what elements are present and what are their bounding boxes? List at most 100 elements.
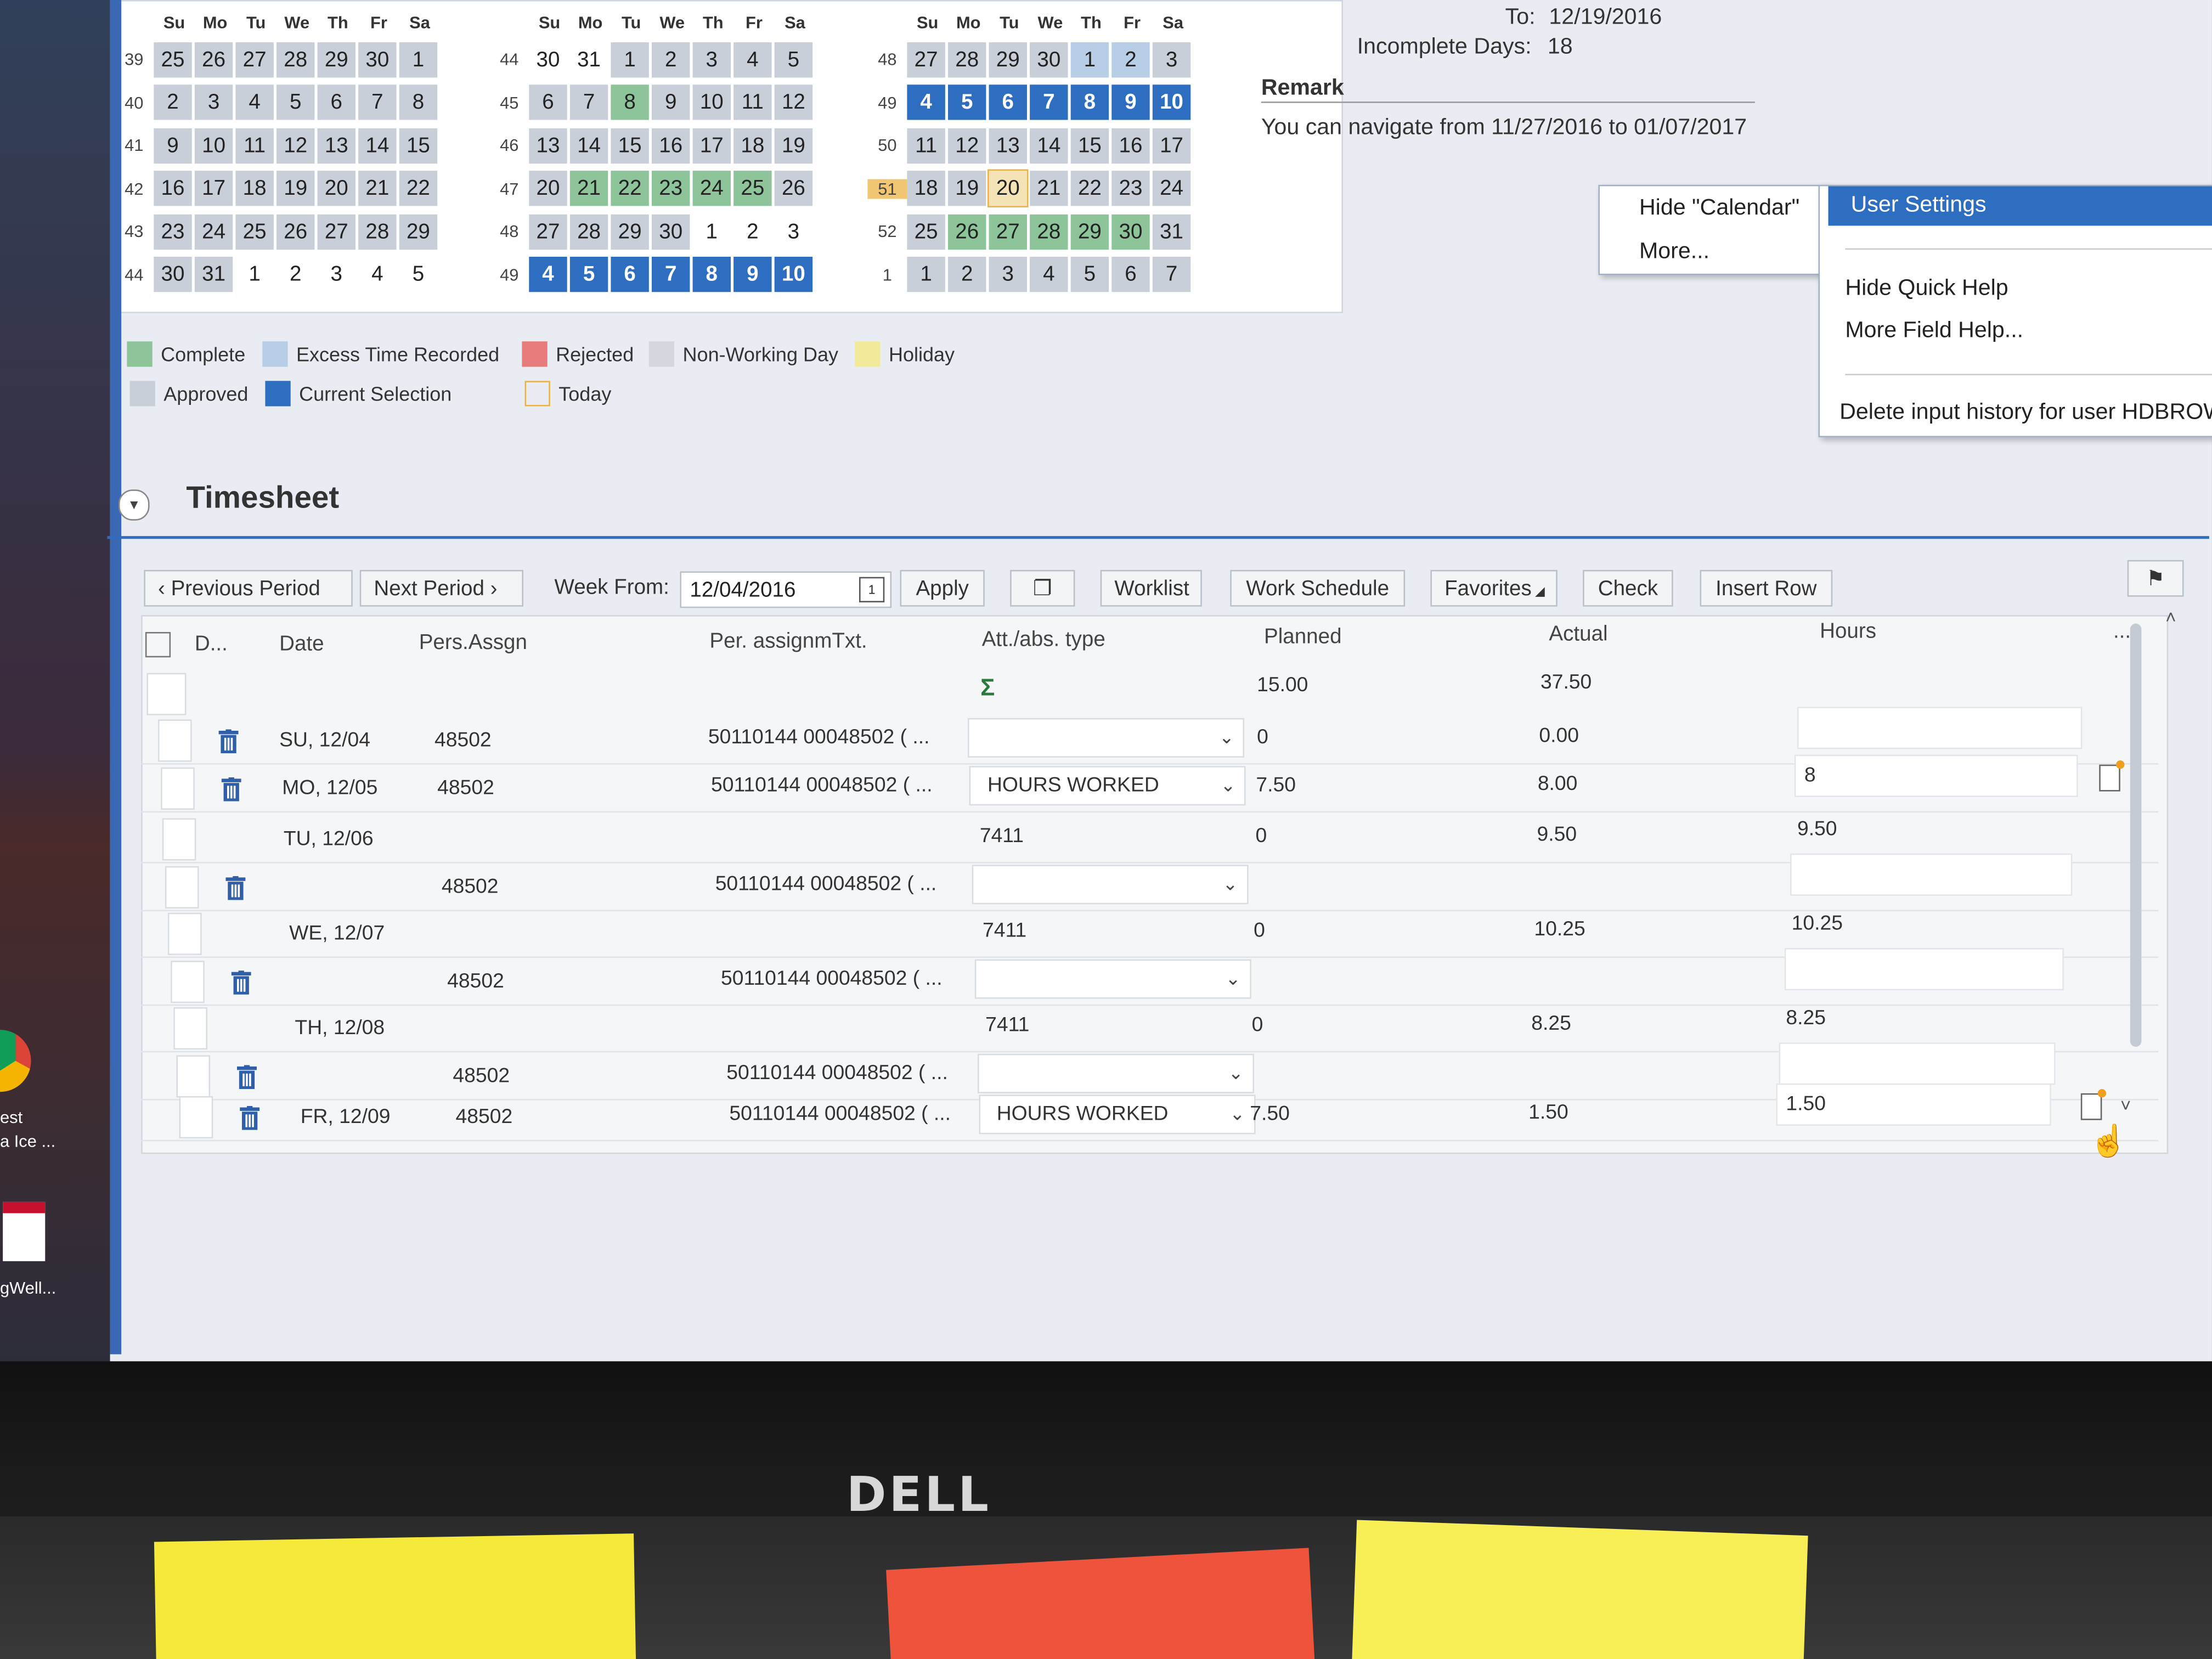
calendar-day[interactable]: 6	[989, 84, 1027, 121]
calendar-day[interactable]: 22	[399, 171, 438, 207]
calendar-day[interactable]: 8	[1070, 84, 1109, 121]
scrollbar-thumb[interactable]	[2130, 623, 2142, 1047]
calendar-day[interactable]: 1	[249, 262, 261, 287]
week-number[interactable]: 49	[500, 264, 519, 285]
calendar-day[interactable]: 15	[399, 128, 438, 163]
work-schedule-button[interactable]: Work Schedule	[1230, 569, 1406, 607]
calendar-day[interactable]: 16	[651, 128, 690, 163]
calendar-day[interactable]: 24	[194, 214, 233, 250]
calendar-day[interactable]: 14	[1030, 128, 1068, 163]
row-selector[interactable]	[179, 1096, 213, 1139]
calendar-day[interactable]: 29	[317, 42, 356, 77]
row-selector[interactable]	[173, 1007, 207, 1050]
calendar-day[interactable]: 27	[317, 214, 356, 250]
collapse-chevron-icon[interactable]: ▾	[118, 489, 150, 521]
calendar-day[interactable]: 5	[569, 257, 608, 292]
calendar-day[interactable]: 9	[651, 84, 690, 121]
calendar-day[interactable]: 12	[774, 84, 813, 121]
week-number[interactable]: 51	[867, 178, 907, 199]
chrome-icon[interactable]	[0, 1030, 31, 1092]
calendar-day[interactable]: 30	[358, 42, 397, 77]
worklist-button[interactable]: Worklist	[1100, 569, 1202, 607]
att-abs-type-dropdown[interactable]: HOURS WORKED ⌄	[969, 766, 1246, 806]
week-number[interactable]: 39	[125, 49, 144, 70]
calendar-day[interactable]: 11	[907, 128, 945, 163]
totals-row-selector[interactable]	[146, 673, 187, 715]
col-header-planned[interactable]: Planned	[1263, 625, 1342, 649]
calendar-day[interactable]: 28	[358, 214, 397, 250]
hours-input[interactable]	[1784, 947, 2063, 991]
calendar-day[interactable]: 13	[317, 128, 356, 163]
calendar-day[interactable]: 4	[1030, 257, 1068, 292]
calendar-day[interactable]: 27	[989, 214, 1027, 250]
calendar-day[interactable]: 17	[692, 128, 731, 163]
calendar-day[interactable]: 11	[235, 128, 274, 163]
note-icon[interactable]	[2099, 760, 2125, 792]
calendar-day[interactable]: 19	[947, 171, 986, 207]
note-icon[interactable]	[2080, 1089, 2107, 1120]
att-abs-type-dropdown[interactable]: HOURS WORKED ⌄	[978, 1094, 1255, 1135]
calendar-day[interactable]: 30	[536, 47, 560, 72]
calendar-day[interactable]: 30	[154, 257, 192, 292]
calendar-day[interactable]: 20	[317, 171, 356, 207]
calendar-day[interactable]: 7	[651, 257, 690, 292]
select-all-icon[interactable]	[145, 631, 171, 658]
calendar-day[interactable]: 22	[1070, 171, 1109, 207]
trash-icon[interactable]	[236, 1065, 257, 1090]
calendar-day[interactable]: 26	[276, 214, 315, 250]
calendar-day[interactable]: 29	[399, 214, 438, 250]
calendar-day[interactable]: 16	[154, 171, 192, 207]
calendar-day[interactable]: 8	[692, 257, 731, 292]
calendar-day[interactable]: 10	[194, 128, 233, 163]
calendar-day[interactable]: 6	[1111, 257, 1150, 292]
week-number[interactable]: 44	[500, 49, 519, 70]
calendar-day[interactable]: 31	[577, 47, 601, 72]
calendar-day[interactable]: 26	[947, 214, 986, 250]
trash-icon[interactable]	[225, 876, 246, 900]
calendar-day[interactable]: 27	[907, 42, 945, 77]
col-header-per-assign-txt[interactable]: Per. assignmTxt.	[709, 629, 867, 653]
calendar-day[interactable]: 1	[611, 42, 649, 77]
desktop-icon-label-2[interactable]: a Ice ...	[0, 1131, 56, 1152]
week-number[interactable]: 44	[125, 264, 144, 285]
calendar-day[interactable]: 20	[987, 170, 1029, 208]
week-number[interactable]: 46	[500, 136, 519, 156]
calendar-day[interactable]: 19	[276, 171, 315, 207]
att-abs-type-dropdown[interactable]: ⌄	[971, 865, 1248, 905]
week-number[interactable]: 43	[125, 222, 144, 242]
calendar-day[interactable]: 23	[154, 214, 192, 250]
calendar-day[interactable]: 3	[1152, 42, 1191, 77]
calendar-day[interactable]: 8	[399, 84, 438, 121]
calendar-day[interactable]: 28	[276, 42, 315, 77]
calendar-day[interactable]: 25	[154, 42, 192, 77]
user-personalize-icon[interactable]: ⚑	[2127, 560, 2184, 597]
calendar-day[interactable]: 8	[611, 84, 649, 121]
calendar-day[interactable]: 9	[1111, 84, 1150, 121]
calendar-day[interactable]: 25	[907, 214, 945, 250]
favorites-button[interactable]: Favorites ◢	[1430, 569, 1558, 607]
calendar-day[interactable]: 14	[358, 128, 397, 163]
calendar-day[interactable]: 24	[692, 171, 731, 207]
calendar-day[interactable]: 23	[1111, 171, 1150, 207]
calendar-day[interactable]: 21	[1030, 171, 1068, 207]
row-selector[interactable]	[167, 912, 202, 955]
calendar-day[interactable]: 4	[733, 42, 772, 77]
calendar-day[interactable]: 5	[947, 84, 986, 121]
calendar-day[interactable]: 18	[733, 128, 772, 163]
scroll-down-icon[interactable]: ˅	[2120, 1094, 2131, 1116]
calendar-day[interactable]: 12	[276, 128, 315, 163]
calendar-day[interactable]: 13	[529, 128, 567, 163]
check-button[interactable]: Check	[1583, 569, 1673, 607]
calendar-day[interactable]: 9	[154, 128, 192, 163]
row-selector[interactable]	[162, 818, 196, 861]
week-from-input[interactable]: 12/04/2016 1	[680, 571, 892, 608]
desktop-icon-label-1[interactable]: est	[0, 1107, 23, 1127]
calendar-day[interactable]: 5	[774, 42, 813, 77]
hide-calendar-item[interactable]: Hide "Calendar"	[1639, 196, 1800, 221]
more-item[interactable]: More...	[1639, 240, 1710, 264]
calendar-day[interactable]: 26	[774, 171, 813, 207]
calendar-day[interactable]: 31	[1152, 214, 1191, 250]
calendar-day[interactable]: 18	[907, 171, 945, 207]
calendar-day[interactable]: 24	[1152, 171, 1191, 207]
calendar-day[interactable]: 3	[692, 42, 731, 77]
